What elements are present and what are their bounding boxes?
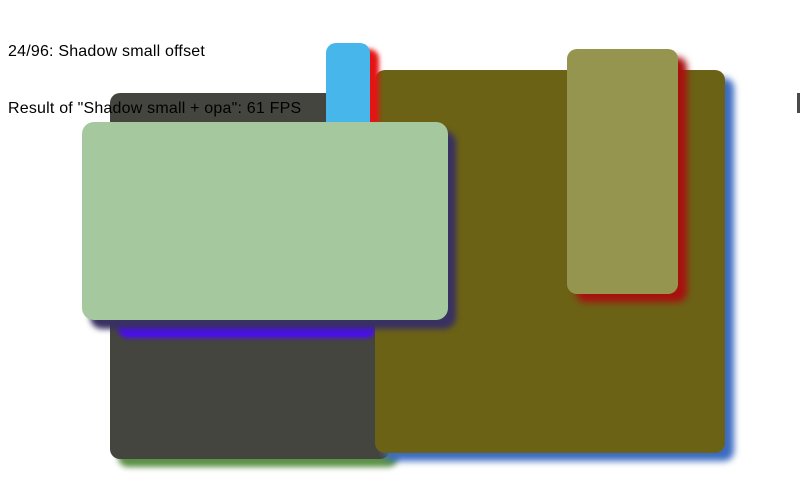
benchmark-status-text: 24/96: Shadow small offset Result of "Sh…: [8, 4, 301, 156]
test-progress-label: 24/96: Shadow small offset: [8, 43, 206, 60]
khaki-rect: [567, 49, 678, 294]
previous-result-label: Result of "Shadow small + opa": 61 FPS: [8, 100, 302, 117]
clipped-edge-rect: [797, 93, 800, 113]
sage-green-rect: [82, 122, 448, 320]
